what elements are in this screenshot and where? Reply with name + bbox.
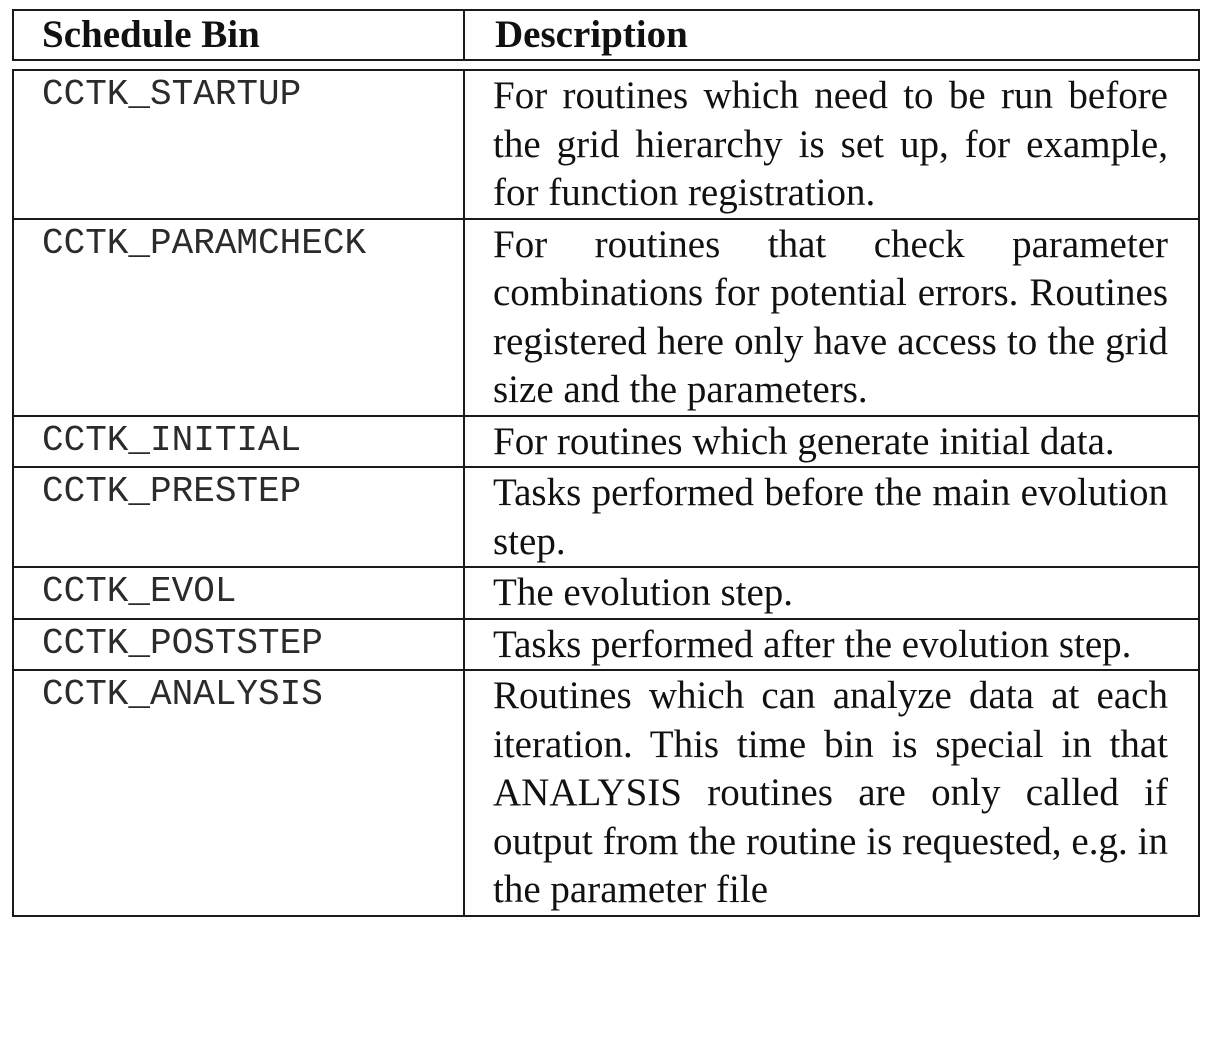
bin-name-cell: CCTK_PARAMCHECK bbox=[12, 217, 465, 417]
description-cell: For routines which need to be run before… bbox=[463, 69, 1200, 220]
bin-name-cell: CCTK_INITIAL bbox=[12, 414, 465, 468]
description-cell: For routines which generate initial data… bbox=[463, 414, 1200, 468]
bin-name-cell: CCTK_STARTUP bbox=[12, 69, 465, 220]
header-separator bbox=[13, 59, 1199, 71]
description-cell: For routines that check parame­ter combi… bbox=[463, 217, 1200, 417]
table-row: CCTK_POSTSTEP Tasks performed after the … bbox=[12, 617, 1200, 671]
table-row: CCTK_EVOL The evolution step. bbox=[12, 566, 1200, 620]
description-cell: The evolution step. bbox=[463, 566, 1200, 620]
table-row: CCTK_PRESTEP Tasks performed before the … bbox=[12, 466, 1200, 568]
bin-name-cell: CCTK_POSTSTEP bbox=[12, 617, 465, 671]
table-header-row: Schedule Bin Description bbox=[12, 9, 1200, 61]
table-row: CCTK_PARAMCHECK For routines that check … bbox=[12, 217, 1200, 417]
schedule-bin-table: Schedule Bin Description CCTK_STARTUP Fo… bbox=[12, 9, 1200, 917]
table-row: CCTK_STARTUP For routines which need to … bbox=[12, 69, 1200, 220]
header-description: Description bbox=[463, 9, 1200, 61]
bin-name-cell: CCTK_PRESTEP bbox=[12, 466, 465, 568]
description-cell: Tasks performed after the evolution step… bbox=[463, 617, 1200, 671]
header-schedule-bin: Schedule Bin bbox=[12, 9, 465, 61]
bin-name-cell: CCTK_ANALYSIS bbox=[12, 669, 465, 917]
description-cell: Tasks performed before the main evo­luti… bbox=[463, 466, 1200, 568]
bin-name-cell: CCTK_EVOL bbox=[12, 566, 465, 620]
table-row: CCTK_INITIAL For routines which generate… bbox=[12, 414, 1200, 468]
table-row: CCTK_ANALYSIS Routines which can analyze… bbox=[12, 669, 1200, 917]
description-cell: Routines which can analyze data at each … bbox=[463, 669, 1200, 917]
